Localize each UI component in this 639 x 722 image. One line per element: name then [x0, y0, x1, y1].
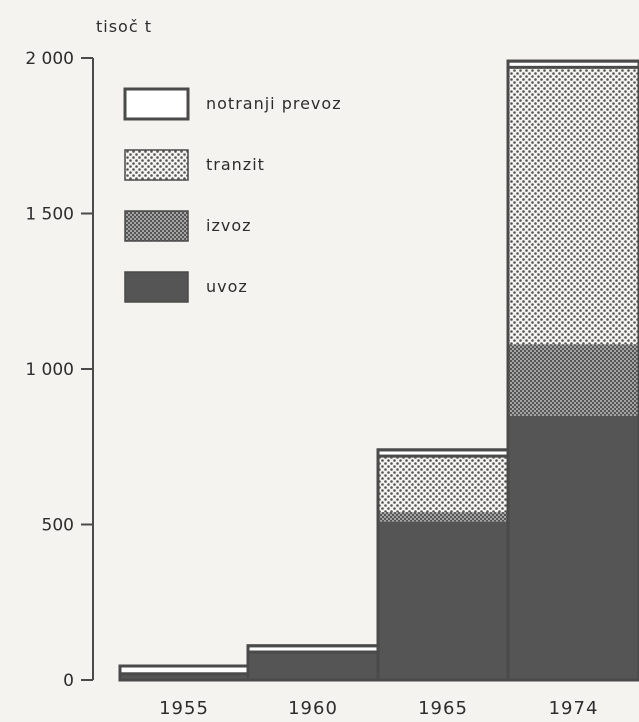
y-tick-label: 2 000	[25, 49, 74, 69]
x-category-label: 1974	[549, 698, 599, 719]
bar-1974-tranzit	[508, 67, 639, 345]
bar-1960-uvoz	[248, 652, 378, 680]
y-tick-label: 0	[63, 671, 74, 691]
bar-1974-izvoz	[508, 344, 639, 416]
legend-swatch-notranji-prevoz	[123, 87, 190, 121]
x-category-label: 1955	[159, 698, 209, 719]
legend-label: izvoz	[206, 216, 252, 235]
bar-1955-uvoz	[120, 673, 248, 680]
y-tick-label: 1 500	[25, 205, 74, 225]
bar-1965-uvoz	[378, 521, 508, 680]
legend-label: uvoz	[206, 277, 248, 296]
legend-label: tranzit	[206, 155, 265, 174]
bar-1965-tranzit	[378, 456, 508, 513]
legend-label: notranji prevoz	[206, 94, 342, 113]
x-category-label: 1965	[418, 698, 468, 719]
legend-swatch-tranzit	[124, 149, 189, 181]
bar-outline-1974	[506, 59, 639, 682]
bar-1974-uvoz	[508, 415, 639, 680]
y-tick-label: 1 000	[25, 360, 74, 380]
bar-1965-izvoz	[378, 512, 508, 522]
legend-swatch-izvoz	[124, 210, 189, 242]
x-category-label: 1960	[288, 698, 338, 719]
y-tick-label: 500	[42, 516, 74, 536]
legend-swatch-uvoz	[124, 271, 189, 303]
y-axis-label: tisoč t	[96, 17, 152, 36]
